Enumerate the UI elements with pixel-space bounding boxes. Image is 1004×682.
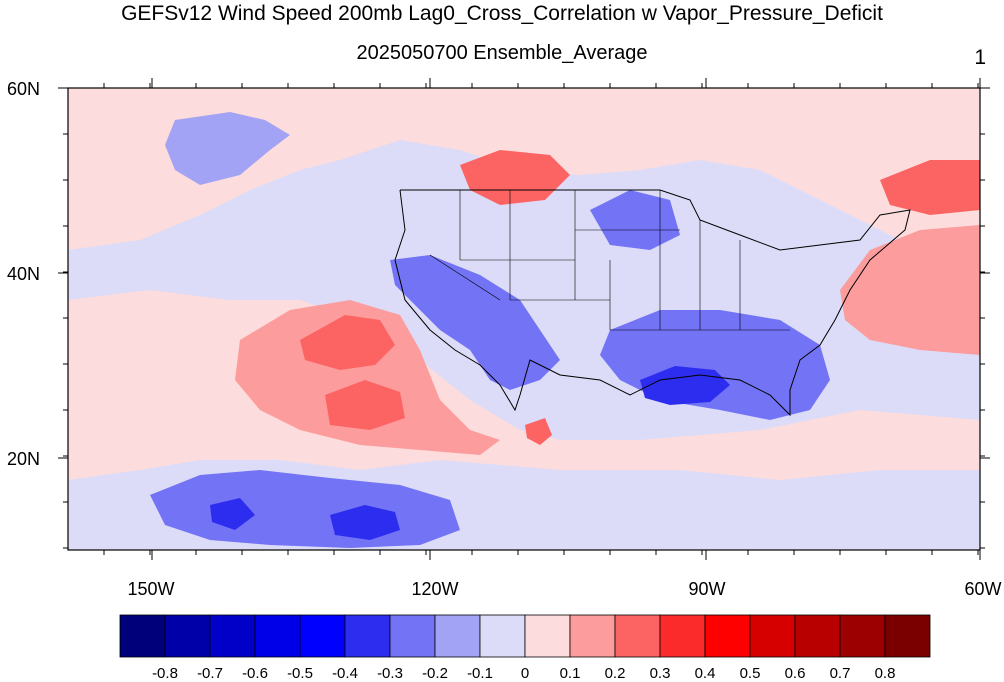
colorbar-swatch bbox=[119, 614, 166, 658]
colorbar-swatch bbox=[524, 614, 571, 658]
lat-label-40n: 40N bbox=[6, 264, 40, 284]
colorbar-swatch bbox=[164, 614, 211, 658]
us-coastline bbox=[394, 189, 911, 417]
colorbar-label: 0.1 bbox=[559, 665, 581, 682]
colorbar-swatch bbox=[704, 614, 751, 658]
map-plot-area bbox=[68, 88, 980, 550]
lon-label-60w: 60W bbox=[964, 579, 1002, 599]
lon-label-120w: 120W bbox=[411, 579, 459, 599]
figure-subtitle: 2025050700 Ensemble_Average bbox=[356, 42, 648, 64]
colorbar-swatch bbox=[209, 614, 256, 658]
colorbar-swatch bbox=[839, 614, 886, 658]
colorbar-label: -0.6 bbox=[242, 665, 268, 682]
pacific-red-core bbox=[300, 315, 405, 430]
pacific-red-lobe bbox=[235, 300, 500, 455]
colorbar-label: -0.3 bbox=[377, 665, 403, 682]
map-frame bbox=[67, 87, 981, 551]
lon-label-150w: 150W bbox=[127, 579, 175, 599]
colorbar-label: 0.4 bbox=[694, 665, 716, 682]
colorbar-swatch bbox=[434, 614, 481, 658]
panel-number: 1 bbox=[974, 46, 986, 69]
colorbar-swatch bbox=[659, 614, 706, 658]
colorbar-label: 0.8 bbox=[874, 665, 896, 682]
atlantic-red bbox=[840, 225, 980, 355]
colorbar-label: 0.2 bbox=[604, 665, 626, 682]
colorbar-label: 0.6 bbox=[784, 665, 806, 682]
colorbar-label: 0.5 bbox=[739, 665, 761, 682]
figure-title: GEFSv12 Wind Speed 200mb Lag0_Cross_Corr… bbox=[121, 2, 883, 25]
colorbar-swatch bbox=[479, 614, 526, 658]
colorbar-swatch bbox=[569, 614, 616, 658]
us-state-borders bbox=[429, 190, 790, 331]
colorbar-label: 0 bbox=[520, 665, 530, 682]
western-us-blue bbox=[390, 255, 560, 390]
colorbar-swatch bbox=[299, 614, 346, 658]
gulf-of-alaska-blue bbox=[165, 112, 290, 185]
colorbar-label: 0.7 bbox=[829, 665, 851, 682]
south-pacific-blue-core bbox=[210, 498, 400, 540]
colorbar-label: -0.8 bbox=[152, 665, 178, 682]
lat-label-60n: 60N bbox=[6, 79, 40, 99]
colorbar-swatch bbox=[254, 614, 301, 658]
colorbar-label: -0.2 bbox=[422, 665, 448, 682]
canada-red bbox=[460, 150, 980, 445]
colorbar-swatch bbox=[344, 614, 391, 658]
colorbar-swatch bbox=[794, 614, 841, 658]
colorbar bbox=[119, 614, 931, 658]
colorbar-swatch bbox=[884, 614, 931, 658]
map-ticks bbox=[58, 78, 990, 560]
colorbar-label: 0.3 bbox=[649, 665, 671, 682]
lat-label-20n: 20N bbox=[6, 449, 40, 469]
colorbar-label: -0.7 bbox=[197, 665, 223, 682]
colorbar-swatch bbox=[389, 614, 436, 658]
colorbar-label: -0.5 bbox=[287, 665, 313, 682]
colorbar-label: -0.1 bbox=[467, 665, 493, 682]
southeast-us-blue bbox=[590, 190, 830, 420]
colorbar-swatch bbox=[749, 614, 796, 658]
colorbar-label: -0.4 bbox=[332, 665, 358, 682]
colorbar-swatch bbox=[614, 614, 661, 658]
lon-label-90w: 90W bbox=[688, 579, 726, 599]
